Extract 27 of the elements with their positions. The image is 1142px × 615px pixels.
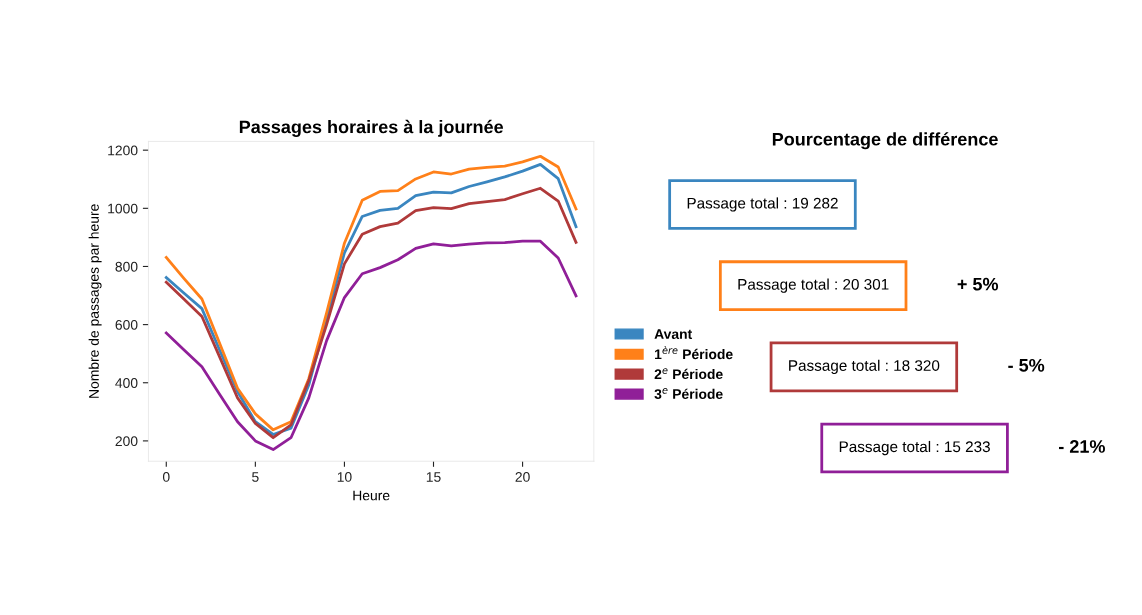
x-tick-label: 20 <box>515 472 530 482</box>
text: - 21% <box>1059 440 1105 453</box>
y-tick-label: 1200 <box>108 145 138 156</box>
y-tick-label: 200 <box>115 436 138 447</box>
x-tick-label: 0 <box>162 472 170 482</box>
y-tick-label: 600 <box>115 319 138 330</box>
category-label: Passage total : 20 301 <box>738 278 889 293</box>
line-series <box>164 239 578 452</box>
x-tick-label: 15 <box>426 472 441 482</box>
legend-label: 1$^{ère}$ Période <box>655 345 733 360</box>
x-tick-label: 10 <box>337 472 352 482</box>
text: + 5% <box>957 277 999 291</box>
x-tick-label: 5 <box>252 472 259 482</box>
category-label: Passage total : 19 282 <box>687 197 838 212</box>
y-axis-title: Nombre de passages par heure <box>88 204 102 398</box>
x-axis-title: Heure <box>353 490 390 501</box>
text: Pourcentage de différence <box>772 132 998 150</box>
legend-label: 2$^{e}$ Période <box>654 368 723 380</box>
legend-label: 3$^{e}$ Période <box>654 388 723 400</box>
category-label: Passage total : 15 233 <box>839 440 990 456</box>
category-label: Passage total : 18 320 <box>789 359 940 374</box>
y-tick-label: 1000 <box>108 203 138 214</box>
legend-label: Avant <box>654 329 693 340</box>
y-tick-label: 400 <box>115 378 138 388</box>
chart-title: Passages horaires à la journée <box>239 119 504 137</box>
text: - 5% <box>1008 358 1045 372</box>
y-tick-label: 800 <box>115 261 138 272</box>
